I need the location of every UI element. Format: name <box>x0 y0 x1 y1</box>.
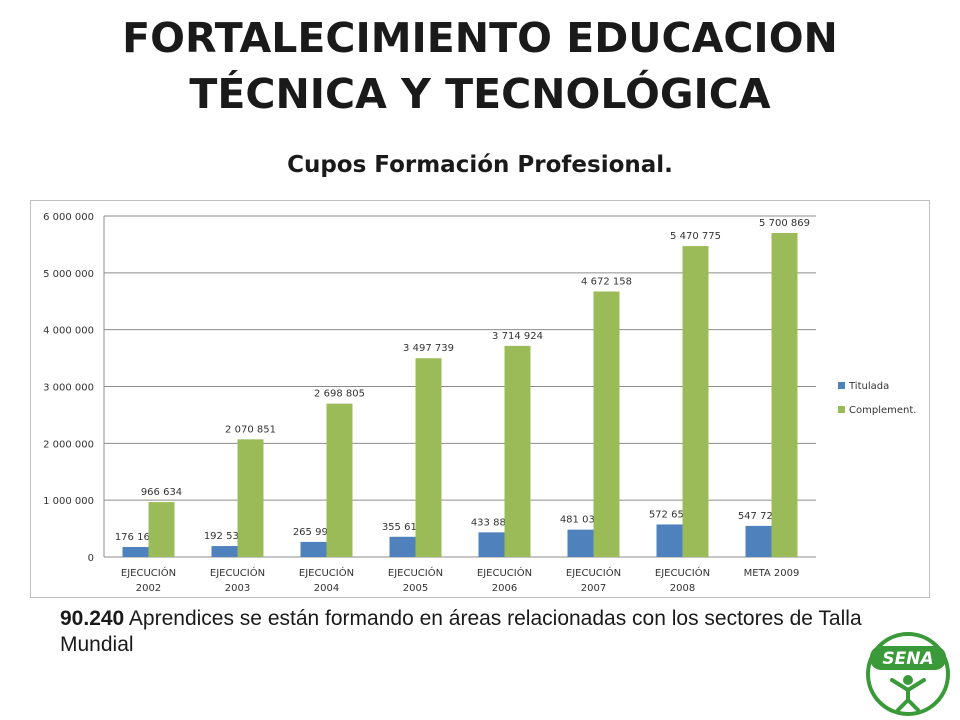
legend-label: Titulada <box>848 381 889 392</box>
data-label: 572 653 <box>649 509 690 520</box>
data-label: 3 714 924 <box>492 331 543 342</box>
x-tick-label: EJECUCIÓN <box>566 566 621 579</box>
data-label: 176 164 <box>115 532 156 543</box>
data-label: 433 885 <box>471 517 512 528</box>
bar-titulada-7 <box>745 525 772 557</box>
title-line-1: FORTALECIMIENTO EDUCACION <box>122 14 838 62</box>
chart-subtitle: Cupos Formación Profesional. <box>287 152 673 178</box>
y-tick-label: 3 000 000 <box>43 383 94 394</box>
title-line-2: TÉCNICA Y TECNOLÓGICA <box>189 70 771 118</box>
x-tick-label: 2004 <box>314 583 339 594</box>
bar-titulada-2 <box>300 541 327 557</box>
x-tick-label: EJECUCIÓN <box>655 566 710 579</box>
legend-swatch <box>838 382 845 389</box>
logo-text: SENA <box>882 649 933 669</box>
data-label: 265 994 <box>293 527 334 538</box>
x-tick-label: EJECUCIÓN <box>210 566 265 579</box>
x-tick-label: EJECUCIÓN <box>299 566 354 579</box>
footer-note: 90.240 Aprendices se están formando en á… <box>60 606 880 658</box>
data-label: 5 700 869 <box>759 218 810 229</box>
logo-banner <box>870 646 946 670</box>
x-tick-label: EJECUCIÓN <box>121 566 176 579</box>
bar-titulada-5 <box>567 529 594 557</box>
bar-titulada-6 <box>656 524 683 557</box>
data-label: 481 030 <box>560 515 601 526</box>
sena-logo: SENA <box>866 632 950 716</box>
bar-titulada-1 <box>211 546 238 557</box>
x-tick-label: 2006 <box>492 583 517 594</box>
bar-titulada-4 <box>478 532 505 557</box>
footer-highlight: 90.240 <box>60 607 125 630</box>
x-tick-label: 2003 <box>225 583 250 594</box>
data-label: 2 070 851 <box>225 424 276 435</box>
data-label: 192 531 <box>204 531 245 542</box>
bar-complement-0 <box>148 502 175 557</box>
data-label: 966 634 <box>141 487 182 498</box>
bar-titulada-0 <box>122 546 149 557</box>
footer-text: Aprendices se están formando en áreas re… <box>60 607 862 656</box>
x-tick-label: 2007 <box>581 583 606 594</box>
y-tick-label: 2 000 000 <box>43 439 94 450</box>
data-label: 5 470 775 <box>670 231 721 242</box>
bar-chart: 0 1 000 000 2 000 000 3 000 000 4 000 000 5 0… <box>30 200 930 598</box>
y-tick-label: 1 000 000 <box>43 496 94 507</box>
bar-complement-1 <box>237 439 264 557</box>
y-tick-label: 5 000 000 <box>43 269 94 280</box>
y-tick-label: 4 000 000 <box>43 326 94 337</box>
data-label: 2 698 805 <box>314 389 365 400</box>
legend-swatch <box>838 406 845 413</box>
data-label: 355 613 <box>382 522 423 533</box>
x-tick-label: META 2009 <box>744 568 800 579</box>
data-label: 3 497 739 <box>403 343 454 354</box>
bar-complement-7 <box>771 233 798 557</box>
y-tick-label: 6 000 000 <box>43 212 94 223</box>
page-title: FORTALECIMIENTO EDUCACION TÉCNICA Y TECN… <box>0 10 960 122</box>
data-label: 4 672 158 <box>581 276 632 287</box>
y-tick-label: 0 <box>88 553 94 564</box>
bar-titulada-3 <box>389 536 416 557</box>
x-tick-label: 2008 <box>670 583 695 594</box>
x-tick-label: EJECUCIÓN <box>388 566 443 579</box>
x-tick-label: 2002 <box>136 583 161 594</box>
legend-label: Complement. <box>849 405 916 416</box>
bar-complement-6 <box>682 246 709 557</box>
logo-figure-head <box>903 675 913 685</box>
logo-figure-body <box>890 678 926 712</box>
bar-complement-3 <box>415 358 442 557</box>
logo-ring <box>866 632 950 716</box>
bar-complement-5 <box>593 291 620 557</box>
x-tick-label: 2005 <box>403 583 428 594</box>
bar-complement-2 <box>326 403 353 557</box>
x-tick-label: EJECUCIÓN <box>477 566 532 579</box>
bar-complement-4 <box>504 345 531 557</box>
data-label: 547 720 <box>738 511 779 522</box>
